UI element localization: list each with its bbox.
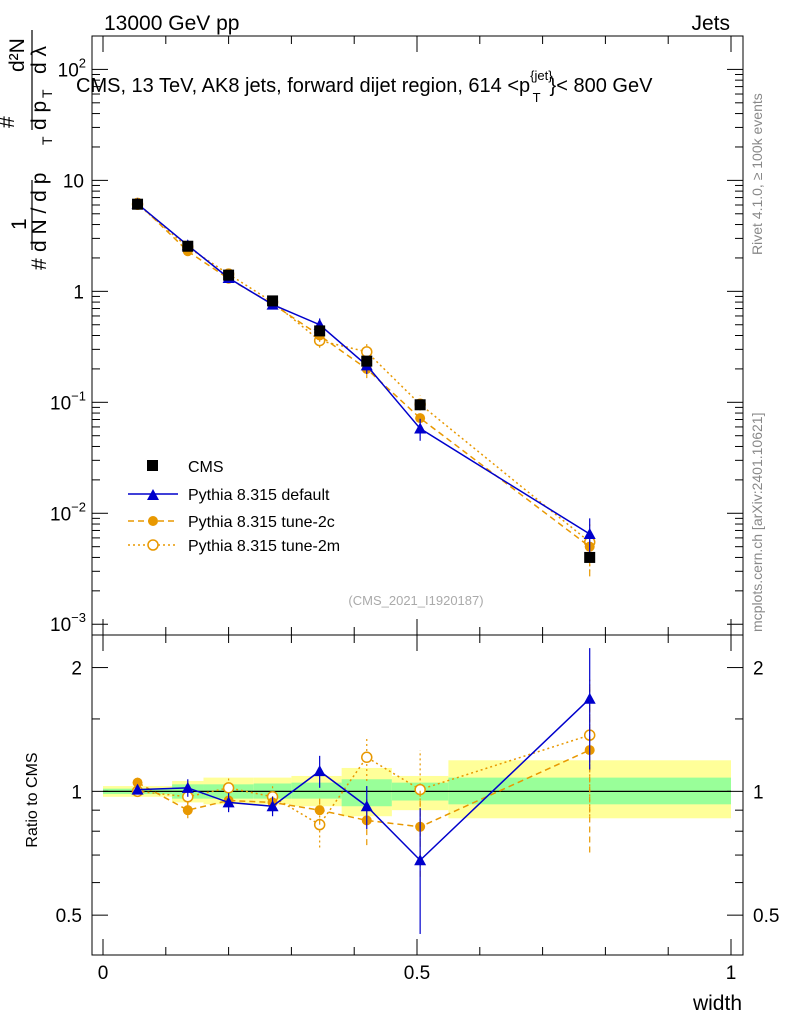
ratio-y-tick-label-right: 1 <box>753 782 764 803</box>
legend-label-tune-2c: Pythia 8.315 tune-2c <box>188 514 335 531</box>
main-y-tick-label: 10−2 <box>50 499 86 525</box>
x-axis-label: width <box>692 992 742 1015</box>
header-right: Jets <box>691 12 730 35</box>
series-line-ratio-tune-2m <box>137 734 590 826</box>
band-inner <box>291 782 342 799</box>
ylabel-one: 1 <box>8 218 31 230</box>
ylabel-T1: T <box>39 136 55 145</box>
ylabel-hash2: # <box>0 116 19 128</box>
series-cms <box>132 198 596 563</box>
point-ratio-default <box>414 854 427 866</box>
point-default <box>583 528 596 540</box>
watermark: (CMS_2021_I1920187) <box>348 593 483 608</box>
ratio-ylabel: Ratio to CMS <box>24 752 41 847</box>
main-panel: 10−3 10−2 10−1 1 10 102 CMS, 13 TeV, AK8 jets… <box>50 35 744 636</box>
legend-item-cms: CMS <box>147 459 224 476</box>
main-y-tick-label: 102 <box>58 55 86 81</box>
x-tick-label: 1 <box>726 963 737 984</box>
header-left: 13000 GeV pp <box>104 12 239 35</box>
point-cms <box>314 325 326 337</box>
ylabel-dpT: d p <box>28 101 51 130</box>
point-cms <box>584 551 596 563</box>
legend-label-tune-2m: Pythia 8.315 tune-2m <box>188 538 340 555</box>
point-cms <box>182 240 194 252</box>
ylabel-dl: d λ <box>28 45 51 74</box>
main-y-ticks: 10−3 10−2 10−1 1 10 102 <box>50 55 743 636</box>
ratio-y-tick-label-right: 2 <box>753 659 764 680</box>
point-cms <box>267 295 279 307</box>
legend: CMS Pythia 8.315 default Pythia 8.315 tu… <box>128 459 340 555</box>
legend-item-tune-2m: Pythia 8.315 tune-2m <box>128 538 340 555</box>
x-tick-label: 0.5 <box>404 963 430 984</box>
point-ratio-default <box>131 783 144 795</box>
ylabel-dN: d N / d p <box>28 173 51 252</box>
series-line-default <box>137 203 591 535</box>
ratio-y-tick-label: 0.5 <box>56 906 82 927</box>
ylabel-d2N: d²N <box>6 38 29 72</box>
point-cms <box>132 198 144 210</box>
point-ratio-default <box>266 800 279 812</box>
main-y-tick-label: 10−1 <box>50 388 86 414</box>
main-title: CMS, 13 TeV, AK8 jets, forward dijet reg… <box>76 68 653 105</box>
x-ticks: 0 0.5 1 <box>98 635 737 984</box>
ratio-y-tick-label-right: 0.5 <box>753 906 779 927</box>
series-line-tune-2c <box>137 202 591 548</box>
legend-label-default: Pythia 8.315 default <box>188 487 330 504</box>
series-line-ratio-default <box>137 698 591 862</box>
legend-label-cms: CMS <box>188 459 224 476</box>
point-ratio-default <box>222 796 235 808</box>
point-ratio-tune-2c <box>182 805 193 816</box>
main-y-tick-label: 1 <box>73 282 84 303</box>
rivet-label: Rivet 4.1.0, ≥ 100k events <box>749 93 765 255</box>
ylabel-T2: T <box>39 89 55 98</box>
point-ratio-default <box>360 800 373 812</box>
point-ratio-default <box>583 692 596 704</box>
point-ratio-tune-2c <box>132 777 143 788</box>
point-cms <box>361 355 373 367</box>
ratio-series-group <box>131 648 596 934</box>
main-series-group <box>131 197 596 577</box>
ratio-y-tick-label: 2 <box>71 659 82 680</box>
point-tune-2m <box>361 346 373 358</box>
ratio-y-ticks: 0.5 0.5 1 1 2 2 <box>56 659 780 928</box>
svg-text:#: # <box>28 258 51 270</box>
main-y-tick-label: 10 <box>63 171 84 192</box>
ratio-panel: 0.5 0.51 12 2 0 0.5 1 <box>56 634 780 984</box>
point-ratio-tune-2m <box>361 751 373 764</box>
point-cms <box>414 399 426 411</box>
mcplots-label: mcplots.cern.ch [arXiv:2401.10621] <box>749 413 765 632</box>
point-ratio-default <box>181 781 194 793</box>
legend-item-default: Pythia 8.315 default <box>128 487 330 504</box>
point-ratio-tune-2m <box>222 782 235 794</box>
series-line-ratio-tune-2c <box>137 749 591 828</box>
point-cms <box>223 269 235 281</box>
point-ratio-tune-2c <box>314 805 325 816</box>
main-ylabel: # 1 d N / d p T # d p T d λ d²N <box>0 30 55 270</box>
point-ratio-default <box>313 765 326 777</box>
legend-item-tune-2c: Pythia 8.315 tune-2c <box>128 514 335 531</box>
ratio-y-tick-label: 1 <box>71 782 82 803</box>
point-tune-2c <box>415 413 426 424</box>
series-ratio-default <box>131 648 596 934</box>
point-default <box>414 422 427 434</box>
ylabel-hash1: # <box>28 258 51 270</box>
main-y-tick-label: 10−3 <box>50 610 86 636</box>
x-tick-label: 0 <box>98 963 109 984</box>
